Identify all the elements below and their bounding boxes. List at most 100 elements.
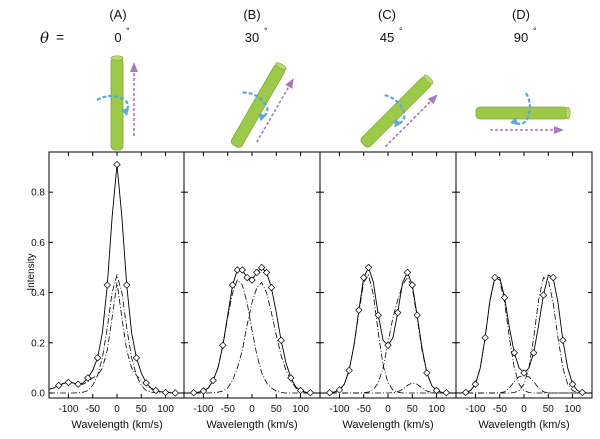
component-curve-2 [184, 281, 320, 394]
tube-end-icon [275, 62, 287, 71]
x-tick-label: 100 [428, 404, 445, 415]
tube-diagrams [96, 55, 571, 151]
tube-icon [110, 57, 124, 151]
data-marker [113, 160, 121, 169]
panel-c: -100 -50 0 50 100 Wavelength (km/s) [319, 152, 456, 431]
data-marker [74, 380, 82, 388]
x-axis-label: Wavelength (km/s) [478, 419, 569, 431]
data-marker [123, 281, 131, 289]
x-tick-label: -100 [465, 404, 485, 415]
data-marker [199, 387, 208, 395]
diagram-c [360, 74, 438, 148]
data-marker [432, 386, 441, 395]
data-marker [161, 388, 170, 397]
data-marker [142, 379, 150, 387]
x-tick-label: 100 [157, 404, 174, 415]
theta-symbol: θ [40, 29, 49, 47]
y-axis-label: Intensity [26, 253, 37, 290]
data-marker [403, 268, 412, 277]
data-marker [277, 336, 285, 344]
data-marker [335, 386, 344, 394]
x-tick-label: 0 [249, 404, 255, 415]
data-marker [442, 389, 450, 397]
data-marker [530, 349, 538, 357]
tube-end-icon [565, 106, 571, 120]
data-marker [296, 386, 305, 395]
data-marker [549, 273, 557, 282]
data-marker [520, 369, 528, 377]
flow-arrow-icon [256, 82, 292, 143]
data-marker [360, 273, 368, 282]
total-curve [48, 164, 185, 394]
component-curve-1 [49, 273, 185, 394]
data-marker [481, 334, 489, 342]
panel-degree-a: ° [126, 26, 130, 36]
data-marker [262, 268, 271, 277]
data-marker [287, 374, 295, 382]
y-tick-label: 0.0 [31, 388, 45, 399]
y-tick-label: 0.4 [31, 288, 45, 299]
y-tick-label: 0.6 [31, 238, 45, 249]
data-marker [103, 281, 111, 289]
y-tick-label: 0.8 [31, 188, 45, 199]
data-marker [233, 266, 242, 274]
x-tick-label: -100 [58, 404, 78, 415]
x-tick-label: 0 [385, 404, 391, 415]
flow-arrowhead-icon [427, 94, 438, 105]
data-marker [209, 376, 217, 385]
data-marker [471, 380, 480, 388]
circulation-arrowhead-icon [258, 113, 267, 122]
panel-angle-d: 90 [514, 30, 528, 45]
data-marker [374, 311, 382, 319]
x-tick-label: 0 [114, 404, 120, 415]
data-marker [355, 306, 363, 314]
tube-icon [475, 106, 569, 120]
component-curve-2 [48, 282, 185, 394]
y-tick-label: 0.2 [31, 338, 45, 349]
x-tick-label: -50 [492, 404, 507, 415]
data-marker [423, 369, 431, 377]
panel-degree-c: ° [399, 26, 403, 36]
circulation-arrowhead-icon [394, 119, 402, 128]
x-tick-label: -50 [85, 404, 100, 415]
flow-arrow-icon [384, 97, 435, 148]
panel-angle-a: 0 [114, 30, 121, 45]
component-curve-1 [320, 274, 456, 394]
data-marker [539, 291, 548, 299]
data-marker [55, 381, 63, 390]
panel-d: -100 -50 0 50 100 Wavelength (km/s) [455, 152, 592, 431]
component-curve-2 [320, 276, 456, 394]
data-marker [326, 389, 334, 397]
data-marker [510, 349, 518, 357]
data-marker [345, 366, 353, 375]
data-marker [384, 341, 392, 349]
data-marker [132, 354, 141, 362]
component-curve-1 [184, 279, 320, 394]
panel-angle-c: 45 [380, 30, 394, 45]
x-tick-label: 50 [407, 404, 419, 415]
x-axis-label: Wavelength (km/s) [342, 419, 433, 431]
tube-icon [360, 76, 432, 148]
panel-letter-b: (B) [243, 7, 260, 22]
tube-end-icon [110, 55, 124, 61]
component-curve-3 [320, 382, 456, 394]
x-tick-label: -100 [329, 404, 349, 415]
panel-letter-a: (A) [109, 7, 126, 22]
x-tick-label: 100 [292, 404, 309, 415]
x-tick-label: 50 [271, 404, 283, 415]
panel-angle-b: 30 [245, 30, 259, 45]
diagram-b [230, 62, 294, 148]
x-tick-label: 100 [564, 404, 581, 415]
tube-end-icon [423, 74, 434, 85]
data-marker [408, 281, 416, 289]
data-marker [152, 386, 160, 395]
x-tick-label: -50 [220, 404, 235, 415]
panel-a: -100 -50 0 50 100 0.0 0.2 0.4 0.6 0.8 Wavelength (… [31, 152, 185, 431]
panel-letter-d: (D) [512, 7, 530, 22]
x-tick-label: -100 [193, 404, 213, 415]
data-marker [243, 273, 251, 282]
circulation-arrowhead-icon [121, 108, 129, 116]
data-marker [93, 354, 102, 362]
x-tick-label: -50 [356, 404, 371, 415]
